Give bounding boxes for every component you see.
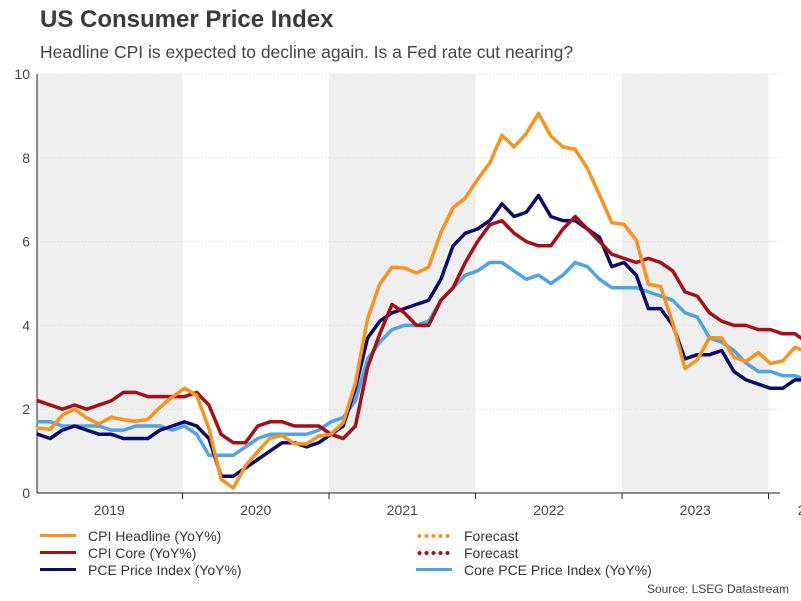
chart-legend: CPI Headline (YoY%) Forecast CPI Core (Y… bbox=[40, 527, 740, 579]
shaded-band-2021 bbox=[329, 74, 476, 493]
chart-title: US Consumer Price Index bbox=[40, 6, 334, 33]
legend-swatch-core-pce bbox=[416, 568, 452, 571]
shaded-band-2023 bbox=[622, 74, 769, 493]
chart-subtitle: Headline CPI is expected to decline agai… bbox=[40, 42, 574, 62]
legend-swatch-pce bbox=[40, 568, 76, 571]
legend-swatch-cpi-headline bbox=[40, 534, 76, 537]
series-line-pce-price-index-yoy bbox=[36, 193, 801, 478]
legend-label-cpi-core: CPI Core (YoY%) bbox=[88, 544, 197, 561]
x-tick-label-2020: 2020 bbox=[240, 502, 271, 518]
y-tick-label-10: 10 bbox=[14, 66, 30, 82]
legend-item-core-pce: Core PCE Price Index (YoY%) bbox=[416, 561, 652, 578]
x-tick-label-2022: 2022 bbox=[533, 502, 564, 518]
x-tick-label-2019: 2019 bbox=[94, 502, 125, 518]
y-tick-label-8: 8 bbox=[22, 150, 30, 166]
y-tick-label-4: 4 bbox=[22, 317, 30, 333]
x-tick-label-2023: 2023 bbox=[680, 502, 711, 518]
legend-label-core-pce: Core PCE Price Index (YoY%) bbox=[464, 561, 652, 578]
legend-item-cpi-headline: CPI Headline (YoY%) bbox=[40, 527, 221, 544]
y-tick-label-2: 2 bbox=[22, 401, 30, 417]
legend-label-pce: PCE Price Index (YoY%) bbox=[88, 561, 242, 578]
shaded-band-2019 bbox=[37, 74, 183, 493]
legend-swatch-cpi-core bbox=[40, 551, 76, 554]
series-line-cpi-headline-yoy bbox=[36, 111, 801, 490]
legend-item-pce: PCE Price Index (YoY%) bbox=[40, 561, 242, 578]
legend-swatch-cpi-core-forecast bbox=[416, 550, 452, 555]
series-line-cpi-core-yoy bbox=[36, 214, 801, 445]
legend-swatch-cpi-headline-forecast bbox=[416, 533, 452, 538]
source-note: Source: LSEG Datastream bbox=[646, 582, 789, 596]
legend-item-cpi-core: CPI Core (YoY%) bbox=[40, 544, 196, 561]
legend-label-cpi-core-forecast: Forecast bbox=[464, 544, 519, 561]
legend-label-cpi-headline-forecast: Forecast bbox=[464, 527, 519, 544]
y-tick-label-6: 6 bbox=[22, 234, 30, 250]
x-tick-label-2024: 2024 bbox=[798, 502, 801, 518]
legend-item-cpi-headline-forecast: Forecast bbox=[416, 527, 518, 544]
x-tick-label-2021: 2021 bbox=[387, 502, 418, 518]
legend-item-cpi-core-forecast: Forecast bbox=[416, 544, 518, 561]
y-tick-label-0: 0 bbox=[22, 485, 30, 501]
legend-label-cpi-headline: CPI Headline (YoY%) bbox=[88, 527, 222, 544]
